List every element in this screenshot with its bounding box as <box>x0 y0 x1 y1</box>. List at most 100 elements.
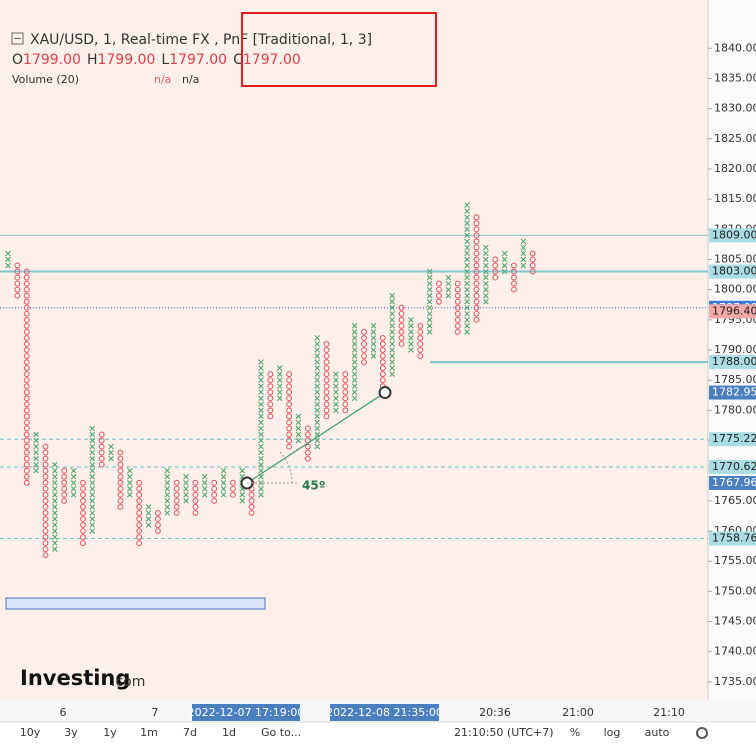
x-box <box>464 323 470 329</box>
level-label: 1782.95 <box>712 386 756 399</box>
x-box <box>351 323 358 329</box>
range-button[interactable]: 1y <box>103 726 117 739</box>
pnf-column <box>154 509 161 534</box>
pnf-column <box>89 425 96 534</box>
o-box <box>98 449 105 456</box>
x-box <box>276 365 283 371</box>
ohlc-key: C <box>233 52 243 68</box>
scale-button[interactable]: log <box>604 726 621 739</box>
range-button[interactable]: 1d <box>222 726 236 739</box>
o-box <box>286 389 293 396</box>
scale-button[interactable]: auto <box>645 726 670 739</box>
pnf-column <box>33 431 39 474</box>
x-box <box>314 335 321 341</box>
x-box <box>389 298 395 305</box>
x-box <box>314 383 321 390</box>
x-box <box>483 250 489 257</box>
x-box <box>52 467 58 474</box>
o-box <box>42 522 49 528</box>
x-box <box>351 383 358 390</box>
o-box <box>286 383 293 390</box>
x-box <box>314 419 321 426</box>
o-box <box>323 395 330 402</box>
pnf-column <box>464 202 470 335</box>
o-box <box>42 552 49 559</box>
o-box <box>173 497 180 504</box>
o-box <box>267 377 274 384</box>
x-box <box>145 516 152 522</box>
o-box <box>342 383 349 390</box>
o-box <box>267 395 274 402</box>
o-box <box>14 262 21 269</box>
x-box <box>483 244 489 251</box>
o-box <box>492 268 499 275</box>
x-box <box>464 226 470 233</box>
x-box <box>464 232 470 239</box>
o-box <box>23 328 30 335</box>
x-box <box>220 473 227 480</box>
o-box <box>23 322 30 329</box>
o-box <box>323 383 330 390</box>
x-box <box>145 510 152 516</box>
x-box <box>127 485 133 492</box>
range-button[interactable]: 7d <box>183 726 197 739</box>
o-box <box>454 328 461 335</box>
pnf-column <box>295 413 302 444</box>
o-box <box>61 485 68 492</box>
o-box <box>304 431 311 438</box>
collapse-button[interactable] <box>11 32 24 45</box>
o-box <box>511 268 517 275</box>
x-box <box>258 389 264 396</box>
o-box <box>286 437 293 444</box>
y-tick-label: 1825.00 <box>714 132 756 145</box>
angle-arc <box>278 450 293 484</box>
o-box <box>23 310 30 317</box>
x-box <box>89 461 96 468</box>
x-box <box>108 455 114 462</box>
x-box <box>314 401 321 408</box>
level-badge <box>709 432 756 447</box>
settings-button[interactable] <box>696 727 708 739</box>
x-box <box>239 467 246 474</box>
range-button[interactable]: 3y <box>64 726 78 739</box>
goto-button[interactable]: Go to... <box>261 726 301 739</box>
o-box <box>23 395 30 402</box>
x-box <box>464 238 470 245</box>
x-box <box>351 395 358 402</box>
o-box <box>61 491 68 498</box>
toolbar-background <box>0 722 756 751</box>
o-box <box>342 401 349 408</box>
scale-button[interactable]: % <box>570 726 580 739</box>
pnf-column <box>398 304 405 347</box>
level-label: 1770.62 <box>712 460 756 473</box>
o-box <box>117 497 124 504</box>
x-box <box>464 274 470 281</box>
pnf-column <box>192 479 199 516</box>
o-box <box>23 419 30 426</box>
x-box <box>52 516 58 522</box>
pnf-column <box>42 443 49 559</box>
cursor-badge <box>330 704 439 721</box>
range-button[interactable]: 1m <box>140 726 158 739</box>
o-box <box>117 449 124 456</box>
o-box <box>248 509 255 516</box>
range-button[interactable]: 10y <box>20 726 41 739</box>
y-tick-label: 1780.00 <box>714 403 756 416</box>
x-box <box>426 323 433 329</box>
x-box <box>258 485 264 492</box>
o-box <box>529 262 536 269</box>
x-box <box>258 359 264 365</box>
x-box <box>520 256 527 263</box>
cursor-label: 2022-12-07 17:19:00 <box>188 706 305 719</box>
o-box <box>42 516 49 522</box>
x-box <box>201 479 208 486</box>
o-box <box>23 316 30 323</box>
x-box <box>351 341 358 347</box>
o-box <box>473 214 480 221</box>
o-box <box>248 503 255 510</box>
x-box <box>258 492 264 498</box>
o-box <box>361 334 368 341</box>
o-box <box>23 304 30 311</box>
x-box <box>464 202 470 208</box>
